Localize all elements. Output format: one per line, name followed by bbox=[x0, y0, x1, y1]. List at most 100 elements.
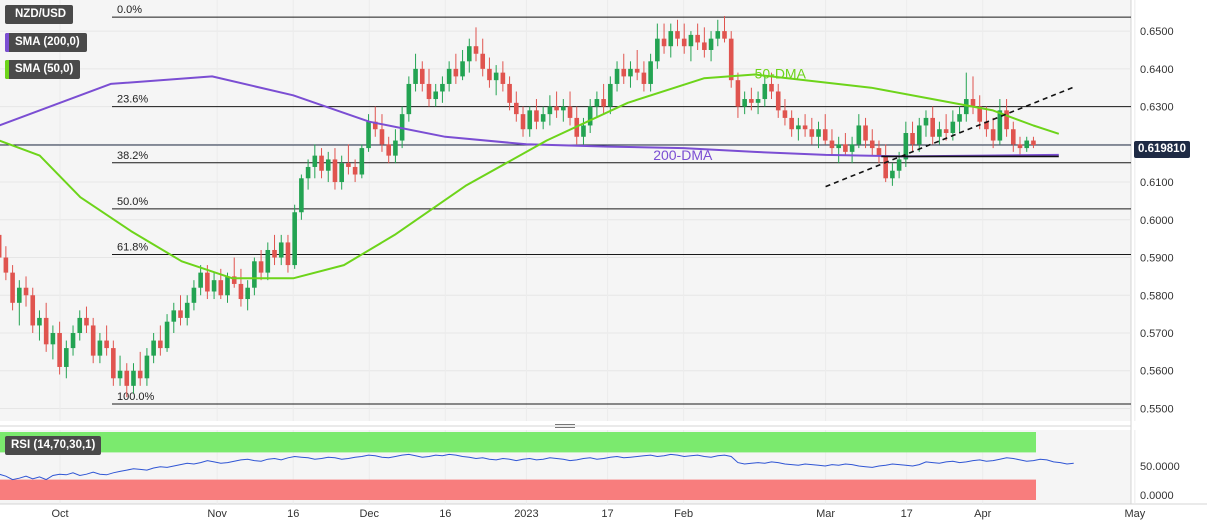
x-tick-label: Oct bbox=[51, 508, 68, 520]
candle-body bbox=[540, 114, 546, 122]
candle-body bbox=[446, 68, 452, 84]
y-tick-label: 0.5800 bbox=[1140, 290, 1174, 302]
candle-body bbox=[231, 276, 237, 284]
candle-body bbox=[796, 125, 801, 130]
candle-body bbox=[977, 106, 983, 122]
fib-level-label: 38.2% bbox=[117, 150, 148, 162]
x-tick-label: 17 bbox=[601, 508, 613, 520]
candle-body bbox=[23, 287, 29, 296]
fib-level-label: 100.0% bbox=[117, 391, 155, 403]
candle-body bbox=[265, 249, 271, 273]
x-tick-label: Dec bbox=[359, 508, 379, 520]
candle-body bbox=[285, 242, 291, 266]
candle-body bbox=[171, 310, 177, 322]
candle-body bbox=[198, 272, 203, 288]
candle-body bbox=[332, 159, 338, 183]
sma50-swatch bbox=[5, 60, 9, 79]
candle-body bbox=[990, 129, 996, 141]
candle-body bbox=[816, 129, 821, 137]
candle-body bbox=[278, 242, 284, 258]
candle-body bbox=[205, 272, 210, 292]
candle-body bbox=[903, 133, 909, 160]
y-tick-label: 0.6100 bbox=[1140, 177, 1174, 189]
candle-body bbox=[305, 166, 311, 179]
candle-body bbox=[950, 121, 956, 133]
candle-body bbox=[50, 333, 56, 345]
candle-body bbox=[325, 159, 331, 171]
candle-body bbox=[822, 129, 828, 141]
rsi-legend[interactable]: RSI (14,70,30,1) bbox=[5, 436, 102, 455]
candle-body bbox=[272, 249, 277, 258]
candle-body bbox=[419, 68, 425, 84]
candle-body bbox=[997, 110, 1003, 141]
candle-body bbox=[587, 106, 593, 126]
candle-body bbox=[594, 99, 600, 107]
candle-body bbox=[346, 163, 351, 167]
rsi-oversold-zone bbox=[0, 479, 1036, 500]
candle-body bbox=[339, 163, 344, 183]
candle-body bbox=[742, 99, 747, 107]
candle-body bbox=[97, 340, 103, 356]
candle-body bbox=[856, 125, 862, 145]
candle-body bbox=[70, 333, 76, 349]
candle-body bbox=[702, 42, 707, 50]
candle-body bbox=[184, 302, 190, 318]
candle-body bbox=[57, 333, 62, 367]
candle-body bbox=[3, 257, 9, 273]
candle-body bbox=[554, 106, 559, 111]
candlestick-series bbox=[0, 16, 1036, 398]
y-tick-label: 0.5900 bbox=[1140, 253, 1174, 265]
candle-body bbox=[131, 370, 136, 386]
symbol-text: NZD/USD bbox=[15, 8, 67, 20]
sma200-swatch bbox=[5, 33, 9, 52]
candle-body bbox=[567, 106, 573, 118]
candle-body bbox=[473, 46, 479, 54]
candle-body bbox=[688, 34, 694, 47]
rsi-indicator: 50.0000 0.0000 bbox=[0, 432, 1180, 502]
candle-body bbox=[137, 370, 143, 379]
candle-body bbox=[359, 148, 365, 175]
candle-body bbox=[809, 129, 815, 137]
candle-body bbox=[104, 340, 109, 349]
candle-body bbox=[775, 91, 781, 111]
candle-body bbox=[37, 317, 42, 326]
candle-body bbox=[963, 99, 969, 115]
candle-body bbox=[608, 83, 613, 107]
candle-body bbox=[406, 83, 412, 115]
candle-body bbox=[238, 283, 244, 300]
candle-body bbox=[514, 102, 519, 115]
candle-body bbox=[393, 140, 398, 156]
candle-body bbox=[896, 159, 902, 171]
symbol-label[interactable]: NZD/USD bbox=[5, 5, 74, 24]
candle-body bbox=[527, 110, 533, 130]
candle-body bbox=[493, 72, 499, 81]
y-tick-label: 0.6000 bbox=[1140, 215, 1174, 227]
candle-body bbox=[30, 295, 36, 326]
fib-level-label: 0.0% bbox=[117, 4, 142, 16]
moving-averages: 50-DMA 200-DMA bbox=[0, 65, 1075, 280]
candle-body bbox=[225, 276, 230, 296]
fib-level-label: 23.6% bbox=[117, 94, 148, 106]
candle-body bbox=[77, 317, 83, 333]
pane-resize-handle[interactable] bbox=[555, 424, 575, 430]
candle-body bbox=[755, 99, 761, 103]
x-tick-label: Nov bbox=[207, 508, 227, 520]
candle-body bbox=[581, 125, 586, 137]
candle-body bbox=[191, 287, 197, 303]
candle-body bbox=[970, 99, 976, 107]
sma50-legend[interactable]: SMA (50,0) bbox=[5, 60, 81, 79]
candle-body bbox=[614, 68, 620, 84]
y-tick-label: 0.5600 bbox=[1140, 366, 1174, 378]
rsi-overbought-zone bbox=[0, 432, 1036, 453]
candle-body bbox=[937, 129, 942, 137]
ma-annotation: 200-DMA bbox=[653, 147, 713, 163]
candle-body bbox=[1017, 144, 1023, 149]
sma50-line bbox=[0, 73, 1060, 280]
x-tick-label: 17 bbox=[901, 508, 913, 520]
candle-body bbox=[863, 125, 868, 141]
rsi-tick-label: 50.0000 bbox=[1140, 461, 1180, 473]
time-axis: Oct Nov 16 Dec 16 2023 17 Feb Mar 17 Apr May bbox=[51, 508, 1145, 520]
candle-body bbox=[520, 114, 526, 130]
sma200-legend[interactable]: SMA (200,0) bbox=[5, 33, 87, 52]
candle-body bbox=[43, 317, 49, 345]
